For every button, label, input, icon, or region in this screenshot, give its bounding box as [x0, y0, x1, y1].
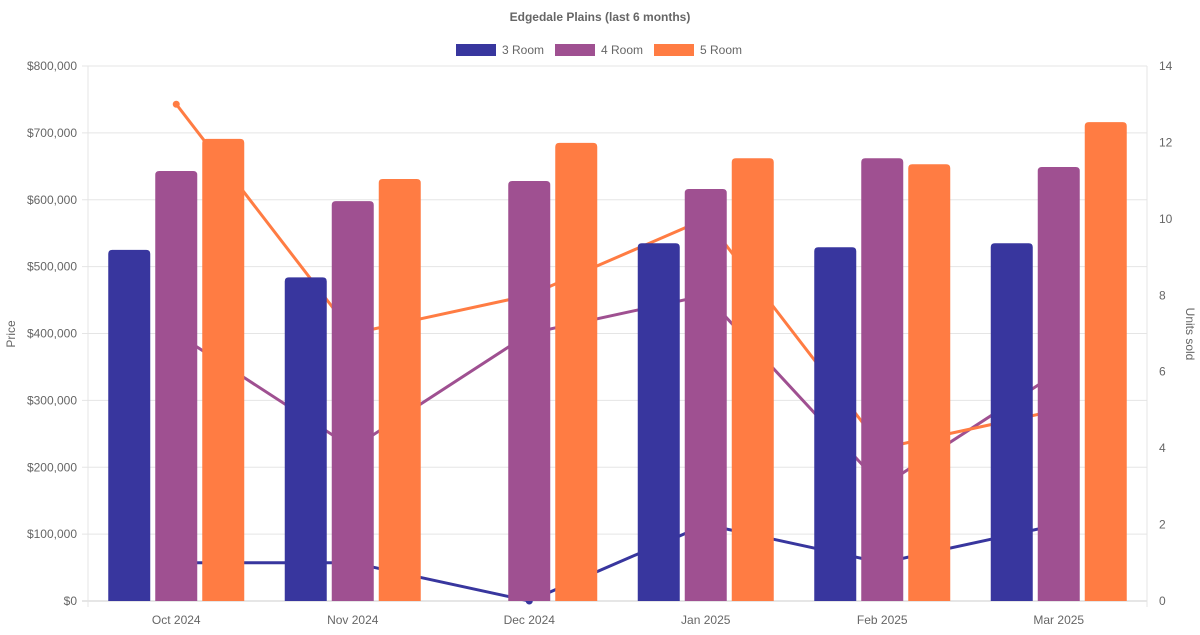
bar-4-room [1037, 166, 1080, 601]
y-tick-label: $0 [64, 594, 78, 608]
bar-4-room [331, 201, 374, 601]
bar-3-room [108, 249, 151, 601]
legend-swatch [654, 44, 694, 56]
bar-5-room [908, 164, 951, 601]
bar-4-room [155, 170, 198, 601]
y2-tick-label: 2 [1159, 518, 1166, 532]
y2-tick-label: 6 [1159, 365, 1166, 379]
y-tick-label: $300,000 [27, 393, 77, 407]
legend-swatch [555, 44, 595, 56]
x-tick-label: Dec 2024 [504, 613, 556, 627]
bar-4-room [684, 189, 727, 602]
legend-label: 4 Room [601, 43, 643, 57]
chart-title: Edgedale Plains (last 6 months) [510, 10, 691, 24]
y-tick-label: $200,000 [27, 460, 77, 474]
bar-5-room [731, 158, 774, 601]
axes: $0 $100,000 $200,000 $300,000 $400,000 $500,0… [27, 59, 1173, 627]
bar-4-room [508, 181, 551, 601]
y2-axis-label: Units sold [1183, 308, 1197, 361]
bar-5-room [378, 179, 421, 602]
line-point [172, 100, 180, 108]
bar-5-room [555, 142, 598, 601]
x-tick-label: Jan 2025 [681, 613, 731, 627]
bar-3-room [814, 247, 857, 601]
y2-tick-label: 0 [1159, 594, 1166, 608]
y-tick-label: $500,000 [27, 260, 77, 274]
legend-label: 5 Room [700, 43, 742, 57]
y2-tick-label: 12 [1159, 135, 1173, 149]
y-axis-label: Price [4, 320, 18, 348]
y-tick-label: $400,000 [27, 327, 77, 341]
legend-label: 3 Room [502, 43, 544, 57]
y2-tick-label: 14 [1159, 59, 1173, 73]
grid [82, 65, 1148, 607]
x-tick-label: Feb 2025 [857, 613, 908, 627]
x-tick-label: Mar 2025 [1033, 613, 1084, 627]
y2-tick-label: 10 [1159, 212, 1173, 226]
legend-swatch [456, 44, 496, 56]
bar-3-room [284, 277, 327, 601]
bar-4-room [861, 158, 904, 601]
x-tick-label: Nov 2024 [327, 613, 379, 627]
y-tick-label: $600,000 [27, 193, 77, 207]
bar-5-room [1084, 122, 1127, 602]
x-tick-label: Oct 2024 [152, 613, 201, 627]
bar-series [108, 122, 1127, 602]
y2-tick-label: 8 [1159, 288, 1166, 302]
y2-tick-label: 4 [1159, 441, 1166, 455]
bar-5-room [202, 138, 245, 602]
bar-3-room [990, 243, 1033, 601]
bar-3-room [637, 243, 680, 601]
y-tick-label: $800,000 [27, 59, 77, 73]
legend: 3 Room 4 Room 5 Room [456, 43, 742, 57]
y-tick-label: $700,000 [27, 126, 77, 140]
y-tick-label: $100,000 [27, 527, 77, 541]
